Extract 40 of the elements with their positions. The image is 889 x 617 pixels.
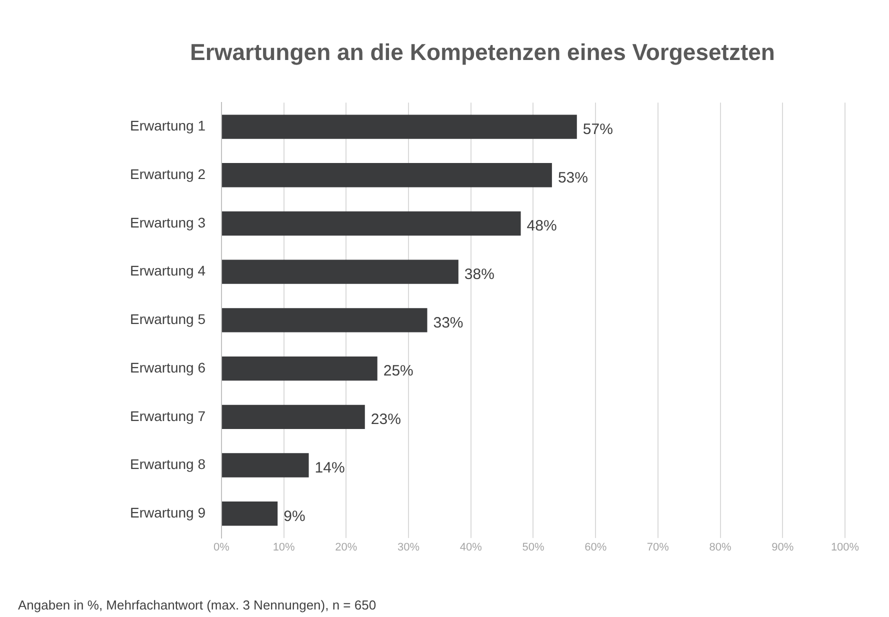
data-label: 33%	[433, 314, 464, 332]
y-tick-label: Erwartung 6	[130, 359, 206, 376]
x-tick-label: 0%	[214, 541, 230, 554]
bar	[222, 502, 278, 526]
bar	[222, 356, 378, 381]
x-tick-label: 40%	[460, 541, 482, 554]
x-tick-label: 70%	[646, 541, 670, 554]
chart-title: Erwartungen an die Kompetenzen eines Vorgesetzten	[190, 39, 775, 66]
x-tick-label: 90%	[772, 541, 794, 554]
x-tick-label: 20%	[335, 541, 358, 554]
x-tick-label: 30%	[398, 541, 420, 554]
data-label: 14%	[314, 459, 345, 476]
bar	[222, 308, 428, 332]
y-tick-label: Erwartung 5	[130, 311, 206, 328]
bar	[222, 114, 577, 139]
bar	[222, 260, 458, 284]
y-tick-label: Erwartung 1	[130, 118, 206, 134]
data-label: 53%	[558, 169, 588, 186]
data-label: 25%	[383, 362, 414, 380]
data-label: 57%	[582, 120, 613, 138]
y-tick-label: Erwartung 4	[130, 262, 206, 279]
text: Angaben in %, Mehrfachantwort (max. 3 Nennungen), n = 650	[18, 598, 376, 613]
bar	[222, 404, 365, 429]
bar	[222, 163, 552, 188]
data-label: 9%	[284, 508, 306, 525]
y-tick-label: Erwartung 2	[130, 166, 206, 182]
y-tick-label: Erwartung 9	[130, 504, 206, 520]
y-tick-label: Erwartung 7	[130, 408, 206, 424]
x-tick-label: 10%	[272, 541, 296, 554]
data-label: 38%	[464, 266, 494, 283]
x-tick-label: 60%	[584, 541, 607, 554]
data-label: 23%	[370, 411, 401, 428]
bar	[222, 453, 309, 478]
y-tick-label: Erwartung 8	[130, 456, 206, 472]
y-tick-label: Erwartung 3	[130, 214, 206, 230]
x-tick-label: 50%	[522, 541, 544, 554]
x-tick-label: 100%	[830, 541, 860, 554]
bar	[222, 211, 521, 236]
data-label: 48%	[526, 218, 557, 235]
x-tick-label: 80%	[709, 541, 732, 554]
